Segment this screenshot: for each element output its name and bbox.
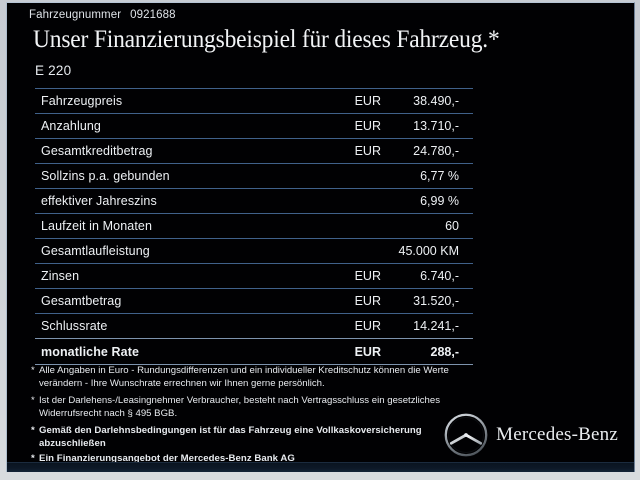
- vehicle-number: Fahrzeugnummer 0921688: [29, 9, 176, 21]
- brand-wordmark: Mercedes-Benz: [496, 424, 618, 445]
- row-separator: [35, 238, 473, 239]
- row-value: 14.241,-: [413, 319, 459, 333]
- mercedes-star-icon: [444, 413, 488, 457]
- row-separator: [35, 163, 473, 164]
- page-title: Unser Finanzierungsbeispiel für dieses F…: [33, 26, 500, 53]
- row-value: 38.490,-: [413, 94, 459, 108]
- table-row: Sollzins p.a. gebunden 6,77 %: [35, 164, 473, 188]
- table-row: Laufzeit in Monaten 60: [35, 214, 473, 238]
- row-label: Laufzeit in Monaten: [41, 219, 153, 233]
- finance-table: Fahrzeugpreis EUR 38.490,- Anzahlung EUR 13.7…: [35, 88, 473, 365]
- row-label: monatliche Rate: [41, 344, 140, 359]
- table-row: effektiver Jahreszins 6,99 %: [35, 189, 473, 213]
- row-label: Sollzins p.a. gebunden: [41, 169, 170, 183]
- row-value: 60: [445, 219, 459, 233]
- vehicle-number-value: 0921688: [130, 9, 176, 21]
- table-body: Fahrzeugpreis EUR 38.490,- Anzahlung EUR 13.7…: [35, 89, 473, 365]
- table-row: Schlussrate EUR 14.241,-: [35, 314, 473, 338]
- table-row: monatliche Rate EUR 288,-: [35, 339, 473, 364]
- table-row: Gesamtkreditbetrag EUR 24.780,-: [35, 139, 473, 163]
- table-row: Fahrzeugpreis EUR 38.490,-: [35, 89, 473, 113]
- row-currency: EUR: [354, 294, 381, 308]
- row-currency: EUR: [354, 344, 381, 359]
- row-separator: [35, 138, 473, 139]
- row-label: Zinsen: [41, 269, 80, 283]
- row-value: 45.000 KM: [398, 244, 459, 258]
- vehicle-model: E 220: [35, 63, 72, 78]
- row-value: 6,77 %: [420, 169, 459, 183]
- row-label: Anzahlung: [41, 119, 101, 133]
- table-row: Gesamtbetrag EUR 31.520,-: [35, 289, 473, 313]
- row-label: Gesamtbetrag: [41, 294, 122, 308]
- table-row: Gesamtlaufleistung 45.000 KM: [35, 239, 473, 263]
- row-value: 13.710,-: [413, 119, 459, 133]
- row-label: Gesamtlaufleistung: [41, 244, 150, 258]
- brand-logo: Mercedes-Benz: [443, 412, 618, 458]
- footnote-asterisk: *: [31, 365, 35, 376]
- row-currency: EUR: [354, 119, 381, 133]
- footnote-asterisk: *: [31, 425, 35, 437]
- row-separator: [35, 113, 473, 114]
- row-value: 6,99 %: [420, 194, 459, 208]
- footnote: * Gemäß den Darlehnsbedingungen ist für d…: [31, 425, 483, 450]
- row-currency: EUR: [354, 144, 381, 158]
- footnote-text: Ist der Darlehens-/Leasingnehmer Verbrau…: [39, 395, 441, 419]
- row-label: Schlussrate: [41, 319, 108, 333]
- table-row: Zinsen EUR 6.740,-: [35, 264, 473, 288]
- row-separator: [35, 364, 473, 365]
- row-separator: [35, 188, 473, 189]
- vehicle-number-label: Fahrzeugnummer: [29, 9, 122, 21]
- footnote: * Ein Finanzierungsangebot der Mercedes-B…: [31, 453, 483, 466]
- footnote-text: Alle Angaben in Euro - Rundungsdifferenz…: [39, 365, 449, 389]
- footnote: * Alle Angaben in Euro - Rundungsdifferen…: [31, 365, 483, 390]
- footnotes: * Alle Angaben in Euro - Rundungsdifferen…: [31, 365, 483, 467]
- table-row: Anzahlung EUR 13.710,-: [35, 114, 473, 138]
- row-separator: [35, 263, 473, 264]
- row-label: Gesamtkreditbetrag: [41, 144, 153, 158]
- row-separator: [35, 288, 473, 289]
- row-currency: EUR: [354, 269, 381, 283]
- footnote-asterisk: *: [31, 395, 35, 407]
- row-value: 288,-: [430, 344, 460, 359]
- row-label: effektiver Jahreszins: [41, 194, 157, 208]
- finance-offer-panel: Fahrzeugnummer 0921688 Unser Finanzierung…: [6, 2, 635, 472]
- row-separator: [35, 338, 473, 339]
- table-top-rule: [35, 88, 473, 89]
- row-label: Fahrzeugpreis: [41, 94, 123, 108]
- row-separator: [35, 213, 473, 214]
- row-separator: [35, 313, 473, 314]
- footnote-text: Ein Finanzierungsangebot der Mercedes-Be…: [39, 452, 295, 464]
- row-value: 6.740,-: [420, 269, 459, 283]
- row-currency: EUR: [354, 94, 381, 108]
- footnote-text: Gemäß den Darlehnsbedingungen ist für da…: [39, 425, 422, 449]
- row-value: 24.780,-: [413, 144, 459, 158]
- footnote: * Ist der Darlehens-/Leasingnehmer Verbra…: [31, 395, 483, 420]
- row-value: 31.520,-: [413, 294, 459, 308]
- footnote-asterisk: *: [31, 452, 35, 464]
- row-currency: EUR: [354, 319, 381, 333]
